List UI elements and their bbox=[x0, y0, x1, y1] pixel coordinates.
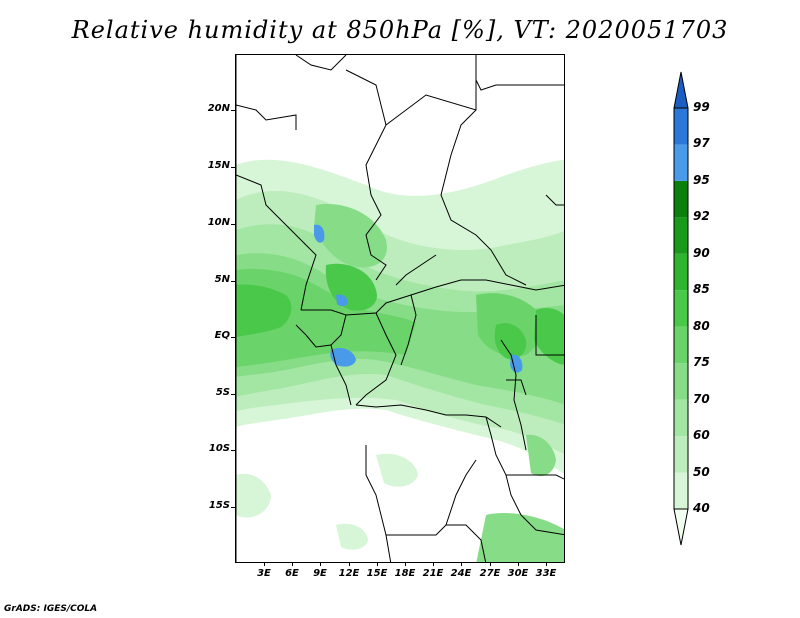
longitude-label: 15E bbox=[366, 568, 388, 579]
map-plot-area bbox=[235, 54, 565, 563]
latitude-tick bbox=[231, 110, 236, 111]
colorbar-label: 60 bbox=[693, 428, 710, 443]
latitude-label: 15S bbox=[208, 500, 230, 511]
latitude-tick bbox=[231, 337, 236, 338]
longitude-tick bbox=[349, 562, 350, 566]
longitude-label: 30E bbox=[507, 568, 529, 579]
colorbar-label: 97 bbox=[693, 136, 710, 151]
colorbar-label: 92 bbox=[693, 209, 710, 224]
longitude-label: 9E bbox=[313, 568, 327, 579]
latitude-label: 10S bbox=[208, 443, 230, 454]
latitude-tick bbox=[231, 394, 236, 395]
latitude-label: 20N bbox=[207, 103, 230, 114]
country-borders bbox=[236, 55, 564, 562]
longitude-label: 3E bbox=[257, 568, 271, 579]
longitude-tick bbox=[490, 562, 491, 566]
longitude-tick bbox=[461, 562, 462, 566]
colorbar-upper-triangle bbox=[673, 71, 689, 109]
latitude-tick bbox=[231, 224, 236, 225]
colorbar-label: 99 bbox=[693, 100, 710, 114]
humidity-map bbox=[236, 55, 564, 562]
longitude-tick bbox=[377, 562, 378, 566]
longitude-label: 27E bbox=[479, 568, 501, 579]
colorbar-label: 50 bbox=[693, 464, 710, 479]
longitude-label: 6E bbox=[285, 568, 299, 579]
colorbar-outline bbox=[673, 107, 689, 510]
colorbar-segment bbox=[674, 253, 688, 291]
colorbar-label: 80 bbox=[693, 318, 710, 333]
longitude-label: 33E bbox=[535, 568, 557, 579]
latitude-tick bbox=[231, 281, 236, 282]
latitude-label: 10N bbox=[207, 217, 230, 228]
colorbar-segment bbox=[674, 326, 688, 364]
colorbar-segment bbox=[674, 363, 688, 400]
colorbar-label: 95 bbox=[693, 172, 710, 187]
longitude-label: 24E bbox=[450, 568, 472, 579]
colorbar-segment bbox=[674, 472, 688, 509]
latitude-label: 5N bbox=[214, 274, 230, 285]
longitude-tick bbox=[546, 562, 547, 566]
colorbar-label: 85 bbox=[693, 282, 710, 297]
colorbar-segment bbox=[674, 399, 688, 437]
credit-text: GrADS: IGES/COLA bbox=[4, 604, 98, 614]
latitude-tick bbox=[231, 167, 236, 168]
colorbar-label: 90 bbox=[693, 245, 710, 260]
colorbar-label: 40 bbox=[693, 501, 710, 515]
colorbar-label: 75 bbox=[693, 355, 710, 370]
colorbar-lower-triangle bbox=[673, 508, 689, 546]
humidity-fill-layer bbox=[236, 159, 564, 562]
map-title: Relative humidity at 850hPa [%], VT: 202… bbox=[71, 16, 729, 44]
longitude-label: 18E bbox=[394, 568, 416, 579]
latitude-label: 5S bbox=[215, 387, 230, 398]
latitude-tick bbox=[231, 507, 236, 508]
longitude-tick bbox=[292, 562, 293, 566]
latitude-label: EQ bbox=[214, 330, 230, 341]
longitude-tick bbox=[433, 562, 434, 566]
longitude-label: 12E bbox=[338, 568, 360, 579]
longitude-tick bbox=[320, 562, 321, 566]
latitude-label: 15N bbox=[207, 160, 230, 171]
colorbar-segment bbox=[674, 436, 688, 473]
colorbar-segment bbox=[674, 217, 688, 254]
colorbar-segment bbox=[674, 180, 688, 218]
colorbar-segment bbox=[674, 108, 688, 145]
colorbar-segment bbox=[674, 290, 688, 327]
colorbar-segment bbox=[674, 144, 688, 181]
longitude-tick bbox=[264, 562, 265, 566]
longitude-label: 21E bbox=[422, 568, 444, 579]
longitude-tick bbox=[405, 562, 406, 566]
longitude-tick bbox=[518, 562, 519, 566]
colorbar-label: 70 bbox=[693, 391, 710, 406]
latitude-tick bbox=[231, 450, 236, 451]
